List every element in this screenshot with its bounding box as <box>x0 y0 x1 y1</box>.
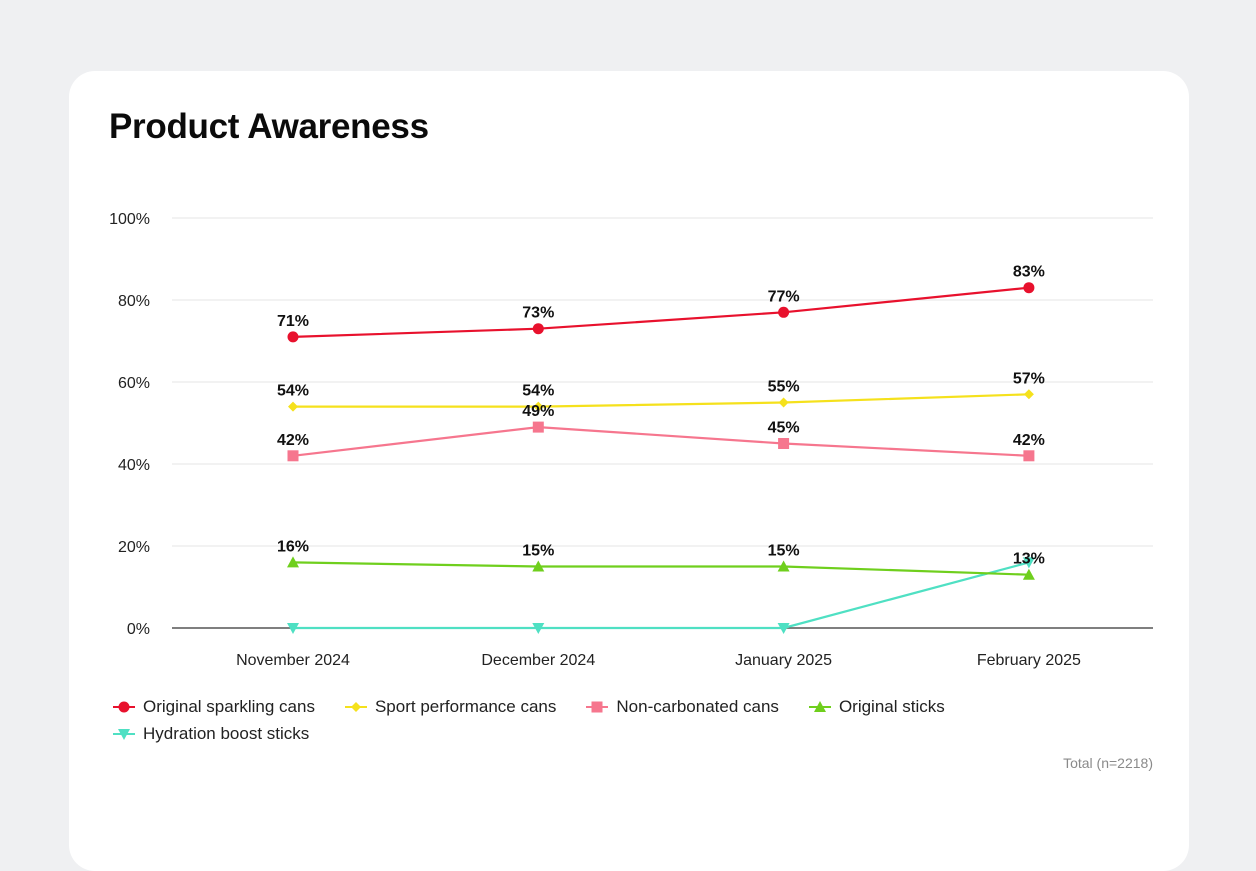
data-point <box>1023 389 1034 400</box>
y-tick-label: 100% <box>109 211 150 228</box>
legend-swatch <box>808 701 831 712</box>
chart-title: Product Awareness <box>109 107 429 146</box>
legend-marker <box>118 729 130 740</box>
chart-card: Product Awareness 0% 20% 40% 60% 80% 100% Nove… <box>69 71 1189 871</box>
data-label: 73% <box>522 305 554 322</box>
legend-swatch <box>344 702 367 712</box>
data-point <box>288 401 298 412</box>
legend-marker <box>350 702 361 712</box>
y-tick-label: 80% <box>118 293 150 310</box>
series-line <box>292 561 1029 576</box>
series-line <box>293 393 1029 408</box>
series-line <box>292 426 1029 457</box>
legend-item: Original sparkling cans <box>113 697 315 717</box>
data-point <box>532 560 545 572</box>
legend-label: Non-carbonated cans <box>616 697 779 716</box>
legend-marker <box>591 701 603 713</box>
data-point <box>1023 450 1035 462</box>
legend-swatch <box>586 701 609 713</box>
data-label: 55% <box>768 379 800 396</box>
legend-swatch <box>113 729 135 740</box>
data-point <box>1022 568 1035 580</box>
series-line <box>292 286 1030 338</box>
data-label: 15% <box>768 543 800 560</box>
data-point <box>777 623 790 634</box>
data-point <box>532 323 544 335</box>
legend-label: Original sticks <box>838 697 945 716</box>
data-point <box>532 421 544 433</box>
data-point <box>1022 557 1035 569</box>
data-point <box>778 306 790 318</box>
x-tick-label: December 2024 <box>481 652 595 669</box>
data-label: 71% <box>277 313 309 330</box>
data-label: 77% <box>768 288 800 305</box>
data-point <box>287 331 299 343</box>
data-point <box>287 623 299 634</box>
x-tick-label: November 2024 <box>236 652 350 669</box>
data-point <box>777 560 790 572</box>
data-point <box>533 401 544 412</box>
data-label: 49% <box>522 403 554 420</box>
x-tick-label: January 2025 <box>735 652 832 669</box>
legend-item: Sport performance cans <box>344 697 557 717</box>
data-label: 45% <box>768 420 800 437</box>
sample-size-note: Total (n=2218) <box>1063 755 1153 771</box>
legend-item: Original sticks <box>808 697 945 717</box>
legend-swatch <box>113 701 135 713</box>
data-point <box>532 623 545 634</box>
data-point <box>1023 282 1035 294</box>
data-label: 13% <box>1013 551 1045 568</box>
legend-label: Original sparkling cans <box>143 697 315 716</box>
data-label: 54% <box>277 383 309 400</box>
legend-marker <box>813 701 826 712</box>
data-label: 57% <box>1013 370 1045 387</box>
data-point <box>287 450 299 462</box>
legend-item: Non-carbonated cans <box>586 697 779 717</box>
data-label: 83% <box>1013 264 1045 281</box>
data-label: 54% <box>522 383 554 400</box>
x-tick-label: February 2025 <box>977 652 1081 669</box>
data-label: 42% <box>1013 432 1045 449</box>
data-label: 16% <box>277 538 309 555</box>
data-label: 15% <box>522 543 554 560</box>
line-chart: 0% 20% 40% 60% 80% 100% November 2024 December … <box>109 211 1153 669</box>
y-tick-label: 20% <box>118 539 150 556</box>
chart-legend: Original sparkling cans Sport performance… <box>113 697 1013 744</box>
y-tick-label: 60% <box>118 375 150 392</box>
y-tick-label: 0% <box>127 621 150 638</box>
legend-marker <box>118 701 130 713</box>
legend-item: Hydration boost sticks <box>113 724 309 744</box>
legend-label: Sport performance cans <box>374 697 557 716</box>
data-point <box>778 438 790 449</box>
data-point <box>778 397 789 408</box>
data-label: 42% <box>277 432 309 449</box>
legend-label: Hydration boost sticks <box>143 724 310 743</box>
series-line <box>293 561 1030 630</box>
data-point <box>287 556 299 568</box>
y-tick-label: 40% <box>118 457 150 474</box>
